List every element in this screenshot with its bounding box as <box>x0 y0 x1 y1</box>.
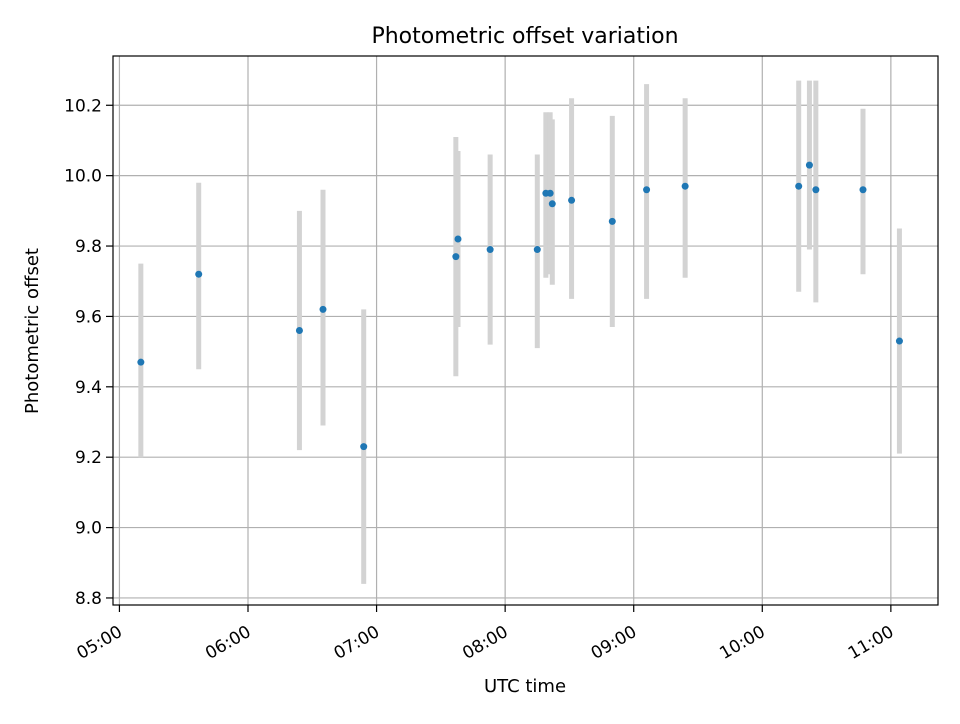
y-tick-label: 9.8 <box>75 237 102 257</box>
data-point <box>681 182 689 190</box>
data-points <box>137 161 903 451</box>
data-point <box>360 443 368 451</box>
x-tick-label: 05:00 <box>73 622 125 664</box>
x-tick-label: 10:00 <box>716 622 768 664</box>
x-tick-label: 09:00 <box>588 622 640 664</box>
data-point <box>137 358 145 366</box>
y-tick-label: 9.0 <box>75 519 102 539</box>
data-point <box>195 270 203 278</box>
y-tick-label: 9.4 <box>75 378 102 398</box>
data-point <box>643 186 651 194</box>
plot-frame <box>112 55 939 606</box>
data-point <box>812 186 820 194</box>
chart-title: Photometric offset variation <box>371 24 678 49</box>
data-point <box>568 196 576 204</box>
y-tick-label: 10.2 <box>64 96 102 116</box>
data-point <box>546 189 554 197</box>
x-axis-ticks: 05:00 06:00 07:00 08:00 09:00 10:00 11:00 <box>73 605 897 664</box>
data-point <box>452 253 460 261</box>
data-point <box>895 337 903 345</box>
y-tick-label: 8.8 <box>75 589 102 609</box>
data-point <box>805 161 813 169</box>
x-tick-label: 06:00 <box>202 622 254 664</box>
data-point <box>859 186 867 194</box>
x-axis-label: UTC time <box>484 676 566 697</box>
data-point <box>533 246 541 254</box>
y-tick-label: 10.0 <box>64 167 102 187</box>
data-point <box>548 200 556 208</box>
y-tick-label: 9.2 <box>75 448 102 468</box>
data-point <box>486 246 494 254</box>
data-point <box>295 327 303 334</box>
error-bars <box>138 80 902 584</box>
y-axis-ticks: 8.8 9.0 9.2 9.4 9.6 9.8 10.0 10.2 <box>64 96 113 609</box>
x-tick-label: 07:00 <box>331 622 383 664</box>
y-axis-label: Photometric offset <box>22 248 43 414</box>
x-tick-label: 08:00 <box>459 622 511 664</box>
data-point <box>608 217 616 225</box>
y-tick-label: 9.6 <box>75 307 102 327</box>
x-tick-label: 11:00 <box>845 622 897 664</box>
data-point <box>795 182 803 190</box>
data-point <box>454 235 462 243</box>
data-point <box>319 305 327 313</box>
